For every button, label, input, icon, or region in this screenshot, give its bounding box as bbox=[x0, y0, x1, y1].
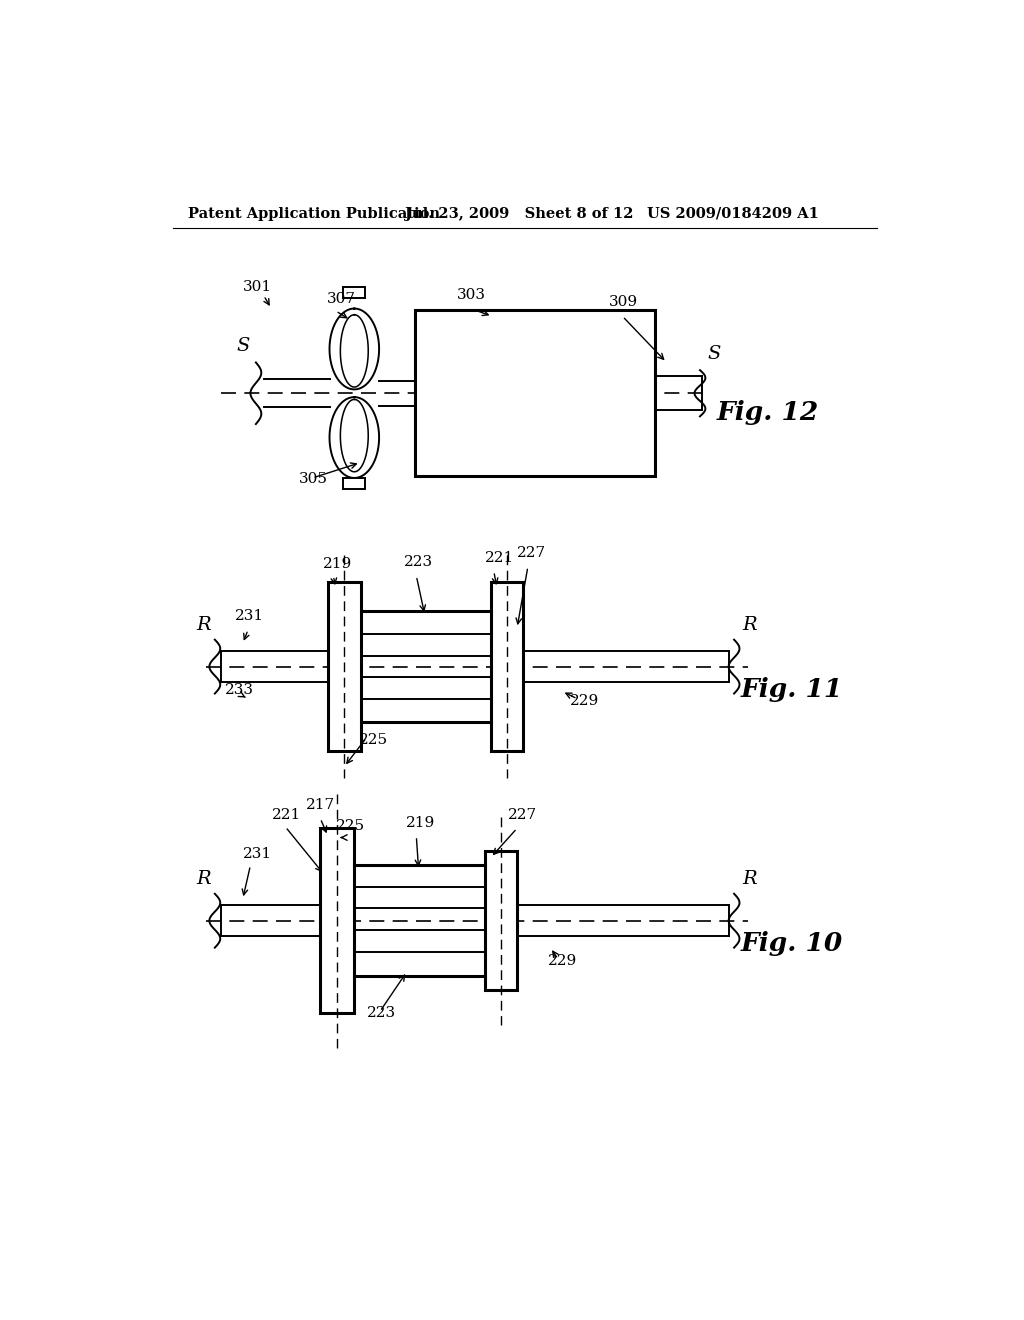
Text: R: R bbox=[197, 615, 211, 634]
Text: Jul. 23, 2009   Sheet 8 of 12: Jul. 23, 2009 Sheet 8 of 12 bbox=[406, 207, 634, 220]
Text: 229: 229 bbox=[569, 694, 599, 708]
Text: 221: 221 bbox=[484, 550, 514, 565]
Text: Fig. 10: Fig. 10 bbox=[740, 932, 843, 957]
Text: 219: 219 bbox=[324, 557, 352, 572]
Text: R: R bbox=[741, 615, 757, 634]
Text: S: S bbox=[708, 345, 721, 363]
Text: 309: 309 bbox=[608, 296, 638, 309]
Text: R: R bbox=[197, 870, 211, 888]
Bar bbox=[321, 829, 354, 1014]
Text: Fig. 11: Fig. 11 bbox=[740, 677, 843, 702]
Text: 223: 223 bbox=[403, 556, 433, 569]
Bar bbox=[415, 310, 655, 477]
Bar bbox=[343, 286, 366, 298]
Text: 217: 217 bbox=[306, 799, 336, 812]
Text: 305: 305 bbox=[299, 473, 328, 486]
Text: 227: 227 bbox=[508, 808, 537, 822]
Bar bbox=[343, 478, 366, 488]
Bar bbox=[328, 582, 360, 751]
Text: 303: 303 bbox=[458, 288, 486, 302]
Bar bbox=[490, 582, 523, 751]
Text: 221: 221 bbox=[272, 808, 301, 822]
Bar bbox=[484, 851, 517, 990]
Text: Fig. 12: Fig. 12 bbox=[717, 400, 819, 425]
Text: 307: 307 bbox=[327, 292, 355, 306]
Text: 219: 219 bbox=[406, 816, 435, 830]
Text: 231: 231 bbox=[234, 610, 264, 623]
Text: 231: 231 bbox=[243, 846, 271, 861]
Text: 233: 233 bbox=[225, 682, 254, 697]
Text: R: R bbox=[741, 870, 757, 888]
Text: US 2009/0184209 A1: US 2009/0184209 A1 bbox=[647, 207, 819, 220]
Text: 301: 301 bbox=[243, 280, 271, 294]
Text: 225: 225 bbox=[336, 818, 365, 833]
Text: 225: 225 bbox=[359, 733, 388, 747]
Text: Patent Application Publication: Patent Application Publication bbox=[188, 207, 440, 220]
Text: S: S bbox=[237, 337, 250, 355]
Text: 223: 223 bbox=[367, 1006, 396, 1020]
Text: 227: 227 bbox=[517, 546, 546, 560]
Text: 229: 229 bbox=[548, 954, 578, 969]
